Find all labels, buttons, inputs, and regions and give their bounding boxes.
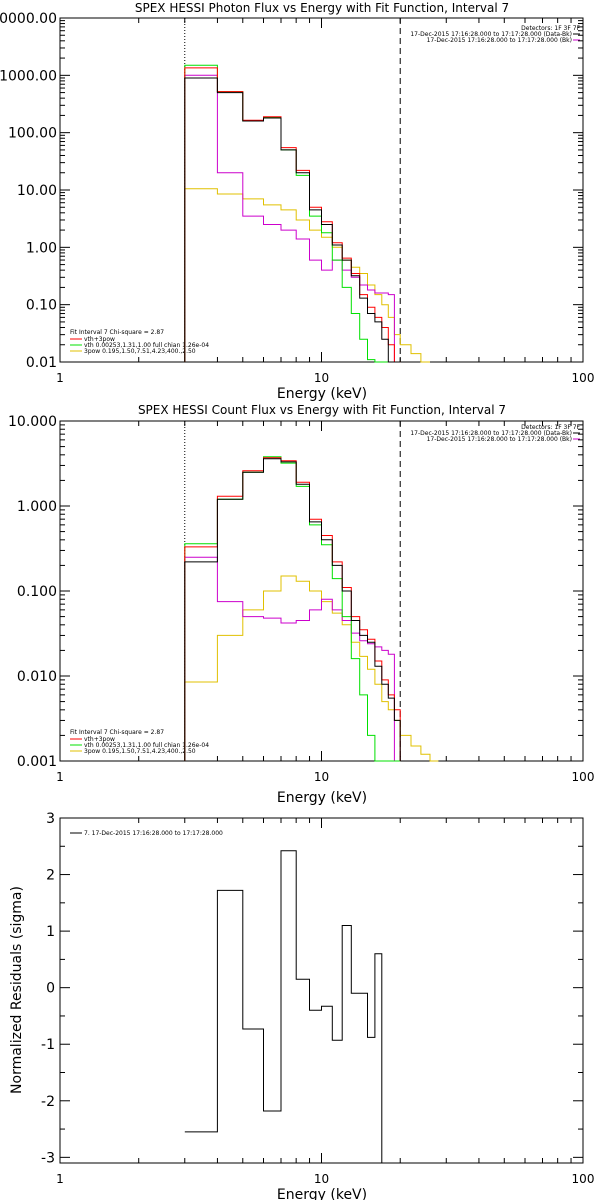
legend-line-0: Fit Interval 7 Chi-square = 2.87 (70, 329, 164, 336)
legend-line-2: vth 0.00253,1.31,1.00 full chian 1.26e-0… (84, 342, 209, 349)
y-tick-label: 0.100 (17, 584, 57, 600)
y-tick-label: 10.000 (8, 414, 57, 430)
series-3pow (184, 188, 430, 363)
series-data-bk (184, 77, 401, 363)
header-line-data: 17-Dec-2015 17:16:28.000 to 17:17:28.000… (410, 31, 572, 38)
y-tick-label: 0.10 (26, 298, 57, 314)
y-tick-label: 1000.00 (0, 68, 57, 84)
series-vth-3pow (184, 457, 401, 761)
legend-line-0: Fit Interval 7 Chi-square = 2.87 (70, 729, 164, 736)
photon-flux-panel: SPEX HESSI Photon Flux vs Energy with Fi… (0, 1, 594, 402)
y-tick-label: 100.00 (8, 126, 57, 142)
y-tick-label: 1.00 (26, 240, 57, 256)
x-axis-label: Energy (keV) (277, 790, 367, 806)
y-tick-label: 0 (46, 981, 55, 997)
legend-line-3: 3pow 0.195,1.50,7.51,4.23,400.,2.50 (84, 748, 196, 755)
chart-title: SPEX HESSI Count Flux vs Energy with Fit… (138, 403, 506, 417)
y-axis-label: Normalized Residuals (sigma) (9, 886, 25, 1094)
y-tick-label: 0.01 (26, 355, 57, 371)
x-tick-label: 100 (572, 770, 595, 784)
residuals-panel: 7. 17-Dec-2015 17:16:28.000 to 17:17:28.… (9, 811, 594, 1200)
series-data-bk (184, 458, 401, 761)
y-tick-label: 0.001 (17, 754, 57, 770)
y-tick-label: 2 (46, 868, 55, 884)
header-line-bk: 17-Dec-2015 17:16:28.000 to 17:17:28.000… (427, 37, 572, 44)
y-tick-label: 3 (46, 811, 55, 827)
x-tick-label: 10 (314, 1172, 329, 1186)
detectors-label: Detectors: 1F 3F 7F (521, 424, 580, 431)
legend-line-1: vth+3pow (84, 336, 115, 343)
legend-line-2: vth 0.00253,1.31,1.00 full chian 1.26e-0… (84, 742, 209, 749)
y-tick-label: -1 (41, 1037, 55, 1053)
plot-frame (59, 817, 584, 1164)
x-tick-label: 1 (56, 770, 64, 784)
series-bk (184, 74, 401, 363)
y-tick-label: 1.000 (17, 499, 57, 515)
y-tick-label: 0.010 (17, 669, 57, 685)
y-tick-label: 1 (46, 924, 55, 940)
y-tick-label: 0000.00 (0, 11, 57, 27)
header-line-bk: 17-Dec-2015 17:16:28.000 to 17:17:28.000… (427, 436, 572, 443)
series-residuals (184, 850, 389, 1164)
legend-line-1: vth+3pow (84, 736, 115, 743)
count-flux-panel: SPEX HESSI Count Flux vs Energy with Fit… (8, 403, 594, 806)
x-tick-label: 10 (314, 770, 329, 784)
y-tick-label: 10.00 (17, 183, 57, 199)
x-tick-label: 1 (56, 371, 64, 385)
x-axis-label: Energy (keV) (277, 386, 367, 402)
legend-line-3: 3pow 0.195,1.50,7.51,4.23,400.,2.50 (84, 348, 196, 355)
detectors-label: Detectors: 1F 3F 7F (521, 25, 580, 32)
y-tick-label: -2 (41, 1094, 55, 1110)
x-tick-label: 100 (572, 371, 595, 385)
x-axis-label: Energy (keV) (277, 1187, 367, 1200)
y-tick-label: -3 (41, 1150, 55, 1166)
legend-line-0: 7. 17-Dec-2015 17:16:28.000 to 17:17:28.… (84, 830, 223, 837)
x-tick-label: 10 (314, 371, 329, 385)
plot-frame (59, 17, 584, 363)
chart-title: SPEX HESSI Photon Flux vs Energy with Fi… (135, 1, 509, 15)
x-tick-label: 1 (56, 1172, 64, 1186)
header-line-data: 17-Dec-2015 17:16:28.000 to 17:17:28.000… (410, 430, 572, 437)
x-tick-label: 100 (572, 1172, 595, 1186)
series-bk (184, 556, 401, 762)
